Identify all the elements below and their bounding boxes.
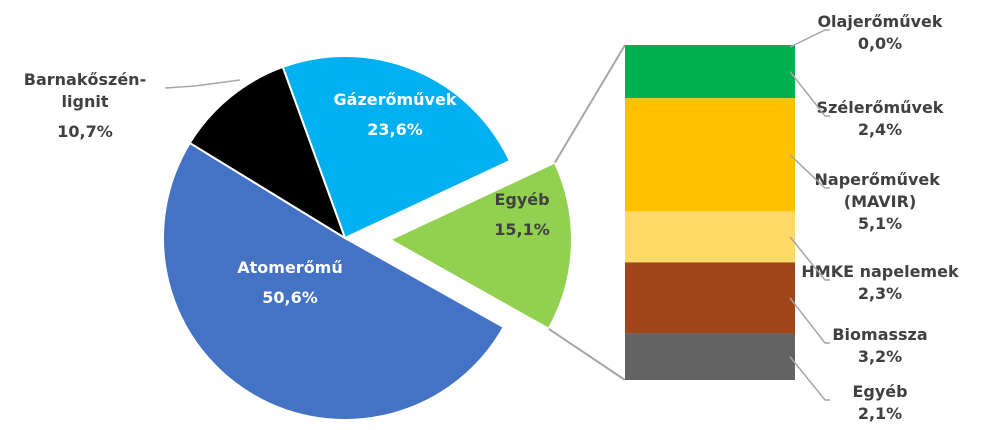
label: 2,3% xyxy=(858,284,902,303)
label-line: Olajerőművek xyxy=(817,12,942,31)
label-line: (MAVIR) xyxy=(844,192,917,211)
label: HMKE napelemek xyxy=(801,262,959,281)
connector xyxy=(548,327,626,381)
label: 3,2% xyxy=(858,347,902,366)
leader-line xyxy=(789,29,830,48)
label-line: Barnakőszén- xyxy=(24,70,146,89)
label-line: 50,6% xyxy=(262,288,318,307)
pie-slice xyxy=(162,141,506,421)
leader-line xyxy=(789,236,830,281)
bar-segment xyxy=(625,262,795,334)
label-line: Biomassza xyxy=(832,325,927,344)
label: Egyéb xyxy=(852,382,907,401)
label-line: Szélerőművek xyxy=(817,98,944,117)
leader-line xyxy=(164,79,241,89)
leader-line xyxy=(789,297,830,344)
label: Szélerőművek xyxy=(817,98,944,117)
pie-slice xyxy=(188,65,347,241)
label-line: 2,3% xyxy=(858,284,902,303)
label-line: 15,1% xyxy=(494,220,550,239)
leader-line xyxy=(789,154,830,189)
label: 0,0% xyxy=(858,34,902,53)
leader-line xyxy=(789,71,830,117)
label: 2,1% xyxy=(858,404,902,423)
label: 50,6% xyxy=(262,288,318,307)
bar-segment xyxy=(625,45,795,99)
label: Biomassza xyxy=(832,325,927,344)
label: Egyéb xyxy=(494,190,549,209)
leader-line xyxy=(789,356,830,401)
pie-slice xyxy=(281,55,512,240)
label-line: 0,0% xyxy=(858,34,902,53)
label: Gázerőművek xyxy=(334,90,457,109)
label-line: 3,2% xyxy=(858,347,902,366)
connector xyxy=(554,44,626,164)
label: 2,4% xyxy=(858,120,902,139)
label-line: Egyéb xyxy=(494,190,549,209)
label-line: lignit xyxy=(62,92,109,111)
label: 15,1% xyxy=(494,220,550,239)
label-line: Atomerőmű xyxy=(237,258,343,277)
label-line: Naperőművek xyxy=(815,170,946,189)
label: Barnakőszén-lignit xyxy=(24,70,146,111)
label-line: 23,6% xyxy=(367,120,423,139)
pie-slice xyxy=(387,161,573,331)
label-line: 5,1% xyxy=(858,214,902,233)
label-line: Egyéb xyxy=(852,382,907,401)
label: 23,6% xyxy=(367,120,423,139)
bar-segment xyxy=(625,98,795,212)
bar-segment xyxy=(625,333,795,380)
label-line: HMKE napelemek xyxy=(801,262,959,281)
label: Atomerőmű xyxy=(237,258,343,277)
label-line: 10,7% xyxy=(57,122,113,141)
bar-segment xyxy=(625,211,795,263)
label: 10,7% xyxy=(57,122,113,141)
label-line: 2,1% xyxy=(858,404,902,423)
label: Olajerőművek xyxy=(817,12,942,31)
label-line: 2,4% xyxy=(858,120,902,139)
label: Naperőművek (MAVIR) xyxy=(815,170,946,211)
label: 5,1% xyxy=(858,214,902,233)
label-line: Gázerőművek xyxy=(334,90,457,109)
